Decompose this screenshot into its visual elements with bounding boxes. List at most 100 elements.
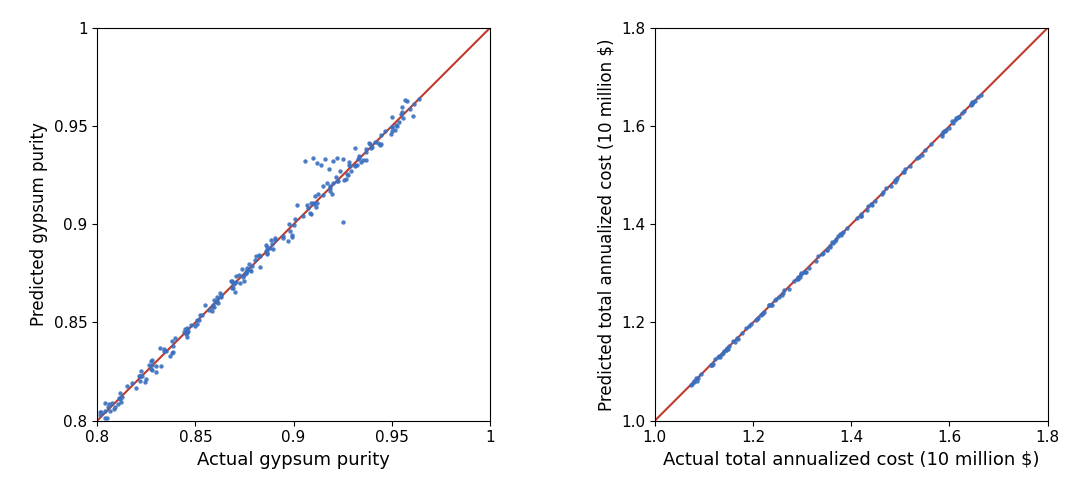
Point [352,158,369,166]
Point [133,371,150,380]
Point [247,251,265,260]
Point [796,268,813,276]
Point [258,247,275,255]
Point [96,399,113,407]
Point [364,143,381,151]
Point [767,295,784,303]
Point [824,237,841,245]
Point [130,372,147,380]
Point [350,152,367,160]
Point [89,424,106,432]
Point [92,408,109,416]
Point [914,151,931,159]
Point [954,108,971,116]
Point [863,200,880,208]
Point [689,377,706,385]
Point [725,337,742,345]
Point [233,265,251,273]
Point [111,389,129,397]
Point [164,348,181,356]
Point [282,226,299,234]
Point [238,269,255,277]
Point [186,322,203,330]
X-axis label: Actual total annualized cost (10 million $): Actual total annualized cost (10 million… [663,451,1039,469]
Point [935,127,953,135]
Point [309,199,326,207]
Point [762,301,780,309]
Point [824,239,841,247]
Point [383,122,401,131]
Point [91,411,108,419]
Point [147,362,164,370]
Point [299,204,316,212]
Point [754,308,771,317]
Point [852,212,869,220]
Point [832,230,849,238]
Point [251,263,268,271]
Point [967,97,984,105]
Point [257,240,274,248]
Point [852,212,869,220]
Point [383,122,401,131]
Point [393,110,410,118]
Point [297,157,314,165]
Point [113,393,131,401]
Point [818,246,835,254]
Point [733,329,751,337]
Point [720,342,738,350]
Point [747,316,765,324]
Point [692,370,710,379]
Point [396,96,414,104]
Point [875,188,892,197]
Point [264,245,281,253]
Point [322,184,339,193]
Point [908,154,926,162]
Point [111,395,129,403]
Point [882,181,900,190]
Point [405,112,422,120]
Point [302,199,320,207]
Point [327,173,345,181]
Point [813,250,831,258]
Point [240,260,257,268]
Point [741,323,758,331]
Point [395,114,413,122]
Point [110,394,127,402]
Point [238,268,255,276]
Point [178,329,195,337]
Point [338,175,355,183]
Point [348,161,365,169]
Point [239,265,256,273]
Point [339,171,356,179]
Point [226,280,243,288]
Point [714,349,731,357]
Point [147,368,164,376]
Point [338,170,355,178]
Point [123,379,140,387]
Point [91,408,108,416]
Point [970,93,987,101]
Point [849,214,866,222]
Point [738,324,755,332]
Point [107,403,124,411]
Point [963,99,981,107]
Point [136,378,153,386]
Point [195,301,213,309]
Point [956,107,973,115]
Point [321,165,338,173]
Point [243,267,260,275]
Point [131,376,148,385]
Point [833,231,850,239]
Point [713,350,730,358]
Point [305,154,322,162]
Point [706,355,724,363]
Point [689,373,706,382]
Point [704,360,721,368]
Point [373,132,390,140]
Point [383,113,401,121]
Point [143,357,160,365]
Point [889,174,906,182]
Point [274,232,292,240]
Point [106,405,123,413]
Point [334,155,351,163]
